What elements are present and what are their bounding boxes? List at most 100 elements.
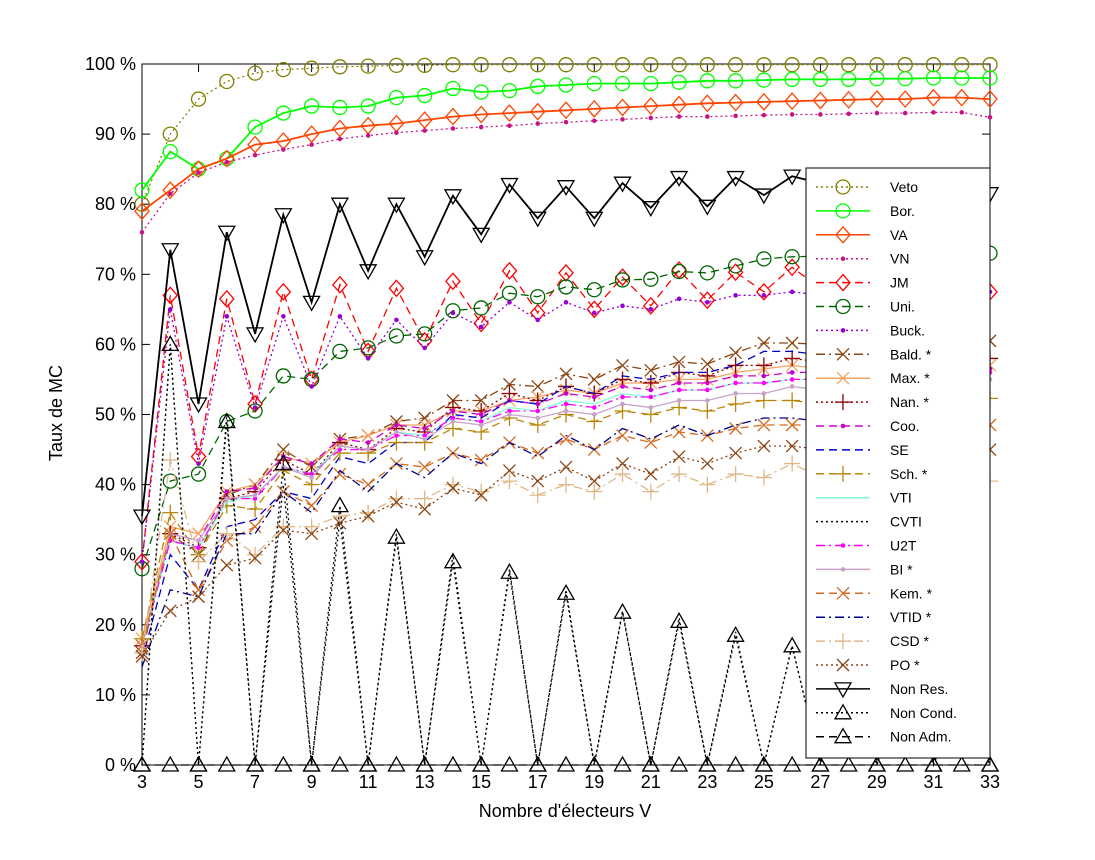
data-point xyxy=(591,394,597,400)
data-point xyxy=(507,123,512,128)
data-point xyxy=(190,91,207,107)
data-point xyxy=(445,303,461,319)
legend-marker xyxy=(835,394,851,411)
data-point xyxy=(416,490,433,507)
legend-label: VA xyxy=(890,227,908,243)
legend-item: Bald. * xyxy=(816,346,932,362)
data-point xyxy=(247,501,264,518)
data-point xyxy=(192,527,205,541)
data-point xyxy=(529,102,546,121)
data-point xyxy=(785,439,799,453)
data-point xyxy=(727,395,744,412)
data-point xyxy=(302,755,321,772)
data-point xyxy=(531,380,545,393)
data-point xyxy=(167,307,173,312)
data-point xyxy=(620,303,625,309)
data-point xyxy=(535,121,541,126)
data-point xyxy=(698,755,717,772)
data-point xyxy=(218,149,235,168)
data-point xyxy=(394,130,399,135)
data-point xyxy=(245,755,265,772)
legend-marker xyxy=(835,203,851,219)
data-point xyxy=(757,418,771,432)
legend-marker xyxy=(836,586,850,600)
data-point xyxy=(563,391,569,396)
data-point xyxy=(982,70,998,86)
data-point xyxy=(641,755,660,772)
data-point xyxy=(535,408,541,414)
legend: Veto Bor. VA VN JM Uni. Buck. Bald. * Max. * Nan.… xyxy=(805,167,991,759)
x-tick-label: 33 xyxy=(980,772,1000,792)
data-point xyxy=(192,583,205,597)
data-point xyxy=(556,180,576,196)
series-line xyxy=(141,77,990,191)
data-point xyxy=(784,455,801,472)
data-point xyxy=(224,159,230,165)
data-point xyxy=(586,75,602,92)
legend-label: Non Cond. xyxy=(890,705,957,721)
data-point xyxy=(394,422,399,428)
data-point xyxy=(869,90,885,109)
data-point xyxy=(614,75,631,92)
legend-item: CSD * xyxy=(816,633,929,650)
series-line xyxy=(141,96,991,212)
data-point xyxy=(422,128,427,133)
data-point xyxy=(705,300,710,305)
legend-marker xyxy=(835,273,851,292)
legend-item: Veto xyxy=(816,179,918,195)
data-point xyxy=(443,552,463,569)
data-point xyxy=(361,509,375,523)
data-point xyxy=(217,412,236,429)
data-point xyxy=(387,197,406,214)
legend-item: U2T xyxy=(816,538,917,554)
data-point xyxy=(671,74,687,90)
x-tick-label: 19 xyxy=(584,772,604,792)
data-point xyxy=(648,115,654,121)
data-point xyxy=(189,755,208,772)
data-point xyxy=(472,227,491,244)
data-point xyxy=(417,87,433,104)
legend-label: Kem. * xyxy=(890,585,933,601)
legend-marker xyxy=(833,682,853,699)
data-point xyxy=(274,208,293,225)
data-point xyxy=(642,483,659,500)
data-point xyxy=(247,546,264,563)
data-point xyxy=(733,293,738,298)
legend-item: Nan. * xyxy=(816,394,929,410)
data-point xyxy=(531,446,545,460)
data-point xyxy=(587,372,601,386)
data-point xyxy=(643,57,659,73)
data-point xyxy=(705,380,710,386)
data-point xyxy=(614,466,631,483)
data-point xyxy=(613,602,632,619)
data-point xyxy=(563,401,569,407)
data-point xyxy=(331,508,348,525)
data-point xyxy=(727,357,744,374)
data-point xyxy=(669,611,689,628)
data-point xyxy=(620,384,625,389)
data-point xyxy=(132,755,152,772)
data-point xyxy=(501,473,518,490)
data-point xyxy=(699,291,716,310)
data-point xyxy=(359,755,378,772)
data-point xyxy=(924,755,943,772)
data-point xyxy=(784,392,801,409)
data-point xyxy=(276,485,290,499)
data-point xyxy=(953,88,970,107)
data-point xyxy=(563,119,569,125)
data-point xyxy=(841,71,857,88)
data-point xyxy=(303,60,320,76)
x-tick-label: 29 xyxy=(867,772,887,792)
data-point xyxy=(478,412,484,417)
x-tick-label: 3 xyxy=(137,772,147,792)
data-point xyxy=(161,243,180,260)
legend-label: U2T xyxy=(890,538,917,554)
y-tick-label: 40 % xyxy=(95,475,136,495)
legend-marker xyxy=(840,423,846,429)
data-point xyxy=(559,460,573,474)
y-tick-label: 90 % xyxy=(95,124,136,144)
legend-label: Non Res. xyxy=(890,681,948,697)
x-tick-label: 9 xyxy=(307,772,317,792)
data-point xyxy=(528,211,547,228)
data-point xyxy=(247,65,263,81)
